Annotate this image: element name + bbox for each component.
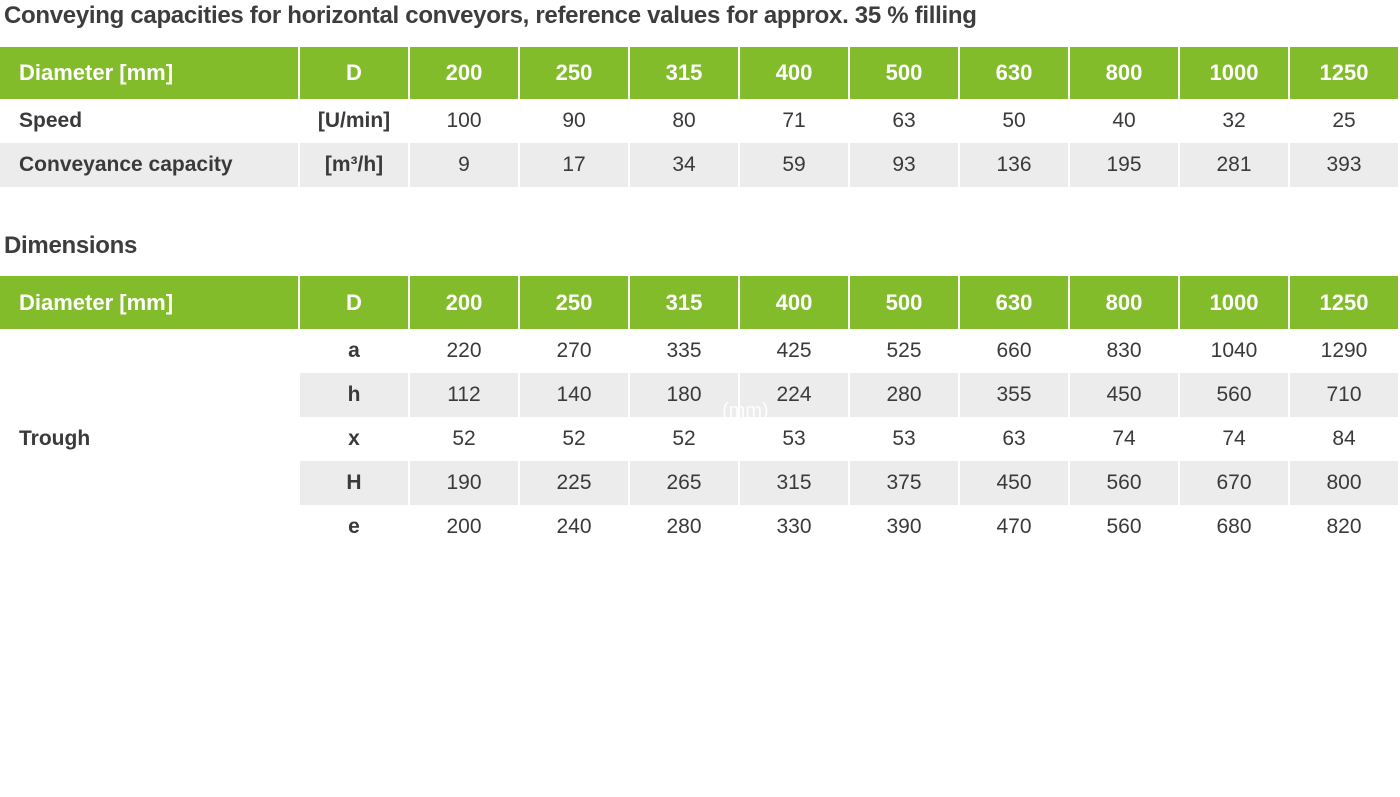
capacity-header-diameter: 315	[630, 47, 738, 99]
table-cell: 393	[1290, 143, 1398, 187]
table-cell: 315	[740, 461, 848, 505]
table-cell: 660	[996, 339, 1032, 362]
table-cell: 84	[1332, 427, 1356, 450]
table-cell: 32	[1222, 109, 1246, 132]
table-cell: 240	[556, 515, 592, 538]
table-cell: 180	[630, 373, 738, 417]
row-unit: [U/min]	[317, 109, 391, 132]
table-cell: 390	[886, 515, 922, 538]
dimensions-header-diameter: 400	[740, 276, 848, 329]
table-cell: 820	[1326, 515, 1362, 538]
table-cell: 470	[996, 515, 1032, 538]
table-cell: 52	[672, 427, 696, 450]
table-cell: 63	[892, 109, 916, 132]
capacity-header-diameter: 500	[850, 47, 958, 99]
table-cell: 80	[672, 109, 696, 132]
dimensions-header-diameter: 1250	[1290, 276, 1398, 329]
table-cell: 71	[782, 109, 806, 132]
capacity-header-symbol: D	[300, 47, 408, 99]
table-cell: 560	[1180, 373, 1288, 417]
row-symbol: e	[348, 515, 360, 538]
dimensions-header-diameter: 630	[960, 276, 1068, 329]
table-cell: 52	[452, 427, 476, 450]
table-cell: 330	[776, 515, 812, 538]
row-symbol: x	[348, 427, 360, 450]
table-cell: 710	[1290, 373, 1398, 417]
table-cell: 224	[740, 373, 848, 417]
table-cell: 53	[892, 427, 916, 450]
table-cell: 9	[410, 143, 518, 187]
table-cell: 265	[630, 461, 738, 505]
row-symbol: h	[300, 373, 408, 417]
table-cell: 112	[410, 373, 518, 417]
capacity-header-diameter: 630	[960, 47, 1068, 99]
capacity-header-diameter: 250	[520, 47, 628, 99]
row-label: Speed	[19, 109, 83, 132]
table-cell: 281	[1180, 143, 1288, 187]
dimensions-header-diameter: 200	[410, 276, 518, 329]
table-cell: 17	[520, 143, 628, 187]
table-cell: 680	[1216, 515, 1252, 538]
table-cell: 195	[1070, 143, 1178, 187]
table-cell: 225	[520, 461, 628, 505]
table-cell: 190	[410, 461, 518, 505]
dimensions-table: Diameter [mm] D 200 250 315 400 500 630 800 1000 1…	[0, 276, 1400, 549]
dimensions-header-symbol: D	[300, 276, 408, 329]
capacity-header-diameter: 400	[740, 47, 848, 99]
table-cell: 355	[960, 373, 1068, 417]
table-cell: 1040	[1210, 339, 1258, 362]
dimensions-header-diameter: 1000	[1180, 276, 1288, 329]
table-cell: 74	[1222, 427, 1246, 450]
capacity-table-title: Conveying capacities for horizontal conv…	[4, 2, 977, 29]
dimensions-header-diameter: 500	[850, 276, 958, 329]
table-cell: 335	[666, 339, 702, 362]
table-cell: 50	[1002, 109, 1026, 132]
capacity-table: Diameter [mm] D 200 250 315 400 500 630 800 1000 1…	[0, 47, 1400, 187]
table-cell: 280	[850, 373, 958, 417]
table-cell: 830	[1106, 339, 1142, 362]
table-cell: 1290	[1320, 339, 1368, 362]
row-symbol: a	[348, 339, 360, 362]
trough-label: Trough	[0, 329, 298, 549]
table-cell: 800	[1290, 461, 1398, 505]
table-cell: 93	[850, 143, 958, 187]
capacity-header-diameter: 800	[1070, 47, 1178, 99]
table-cell: 560	[1070, 461, 1178, 505]
row-unit: [m³/h]	[300, 143, 408, 187]
table-cell: 425	[776, 339, 812, 362]
table-cell: 270	[556, 339, 592, 362]
table-cell: 200	[446, 515, 482, 538]
table-cell: 53	[782, 427, 806, 450]
table-cell: 375	[850, 461, 958, 505]
table-cell: 25	[1332, 109, 1356, 132]
table-cell: 40	[1112, 109, 1136, 132]
dimensions-table-title: Dimensions	[4, 232, 138, 259]
dimensions-header-diameter: 315	[630, 276, 738, 329]
table-cell: 450	[960, 461, 1068, 505]
table-cell: 90	[562, 109, 586, 132]
table-cell: 670	[1180, 461, 1288, 505]
table-cell: 525	[886, 339, 922, 362]
table-cell: 140	[520, 373, 628, 417]
table-cell: 560	[1106, 515, 1142, 538]
table-cell: 136	[960, 143, 1068, 187]
dimensions-header-diameter: 800	[1070, 276, 1178, 329]
table-cell: 280	[666, 515, 702, 538]
capacity-header-diameter: 1250	[1290, 47, 1398, 99]
table-cell: 34	[630, 143, 738, 187]
table-cell: 450	[1070, 373, 1178, 417]
capacity-header-label: Diameter [mm]	[0, 47, 298, 99]
table-cell: 63	[1002, 427, 1026, 450]
table-cell: 59	[740, 143, 848, 187]
dimensions-header-diameter: 250	[520, 276, 628, 329]
table-cell: 52	[562, 427, 586, 450]
row-label: Conveyance capacity	[0, 143, 298, 187]
table-cell: 100	[446, 109, 482, 132]
capacity-header-diameter: 200	[410, 47, 518, 99]
dimensions-header-label: Diameter [mm]	[0, 276, 298, 329]
table-cell: 220	[446, 339, 482, 362]
row-symbol: H	[300, 461, 408, 505]
capacity-header-diameter: 1000	[1180, 47, 1288, 99]
table-cell: 74	[1112, 427, 1136, 450]
